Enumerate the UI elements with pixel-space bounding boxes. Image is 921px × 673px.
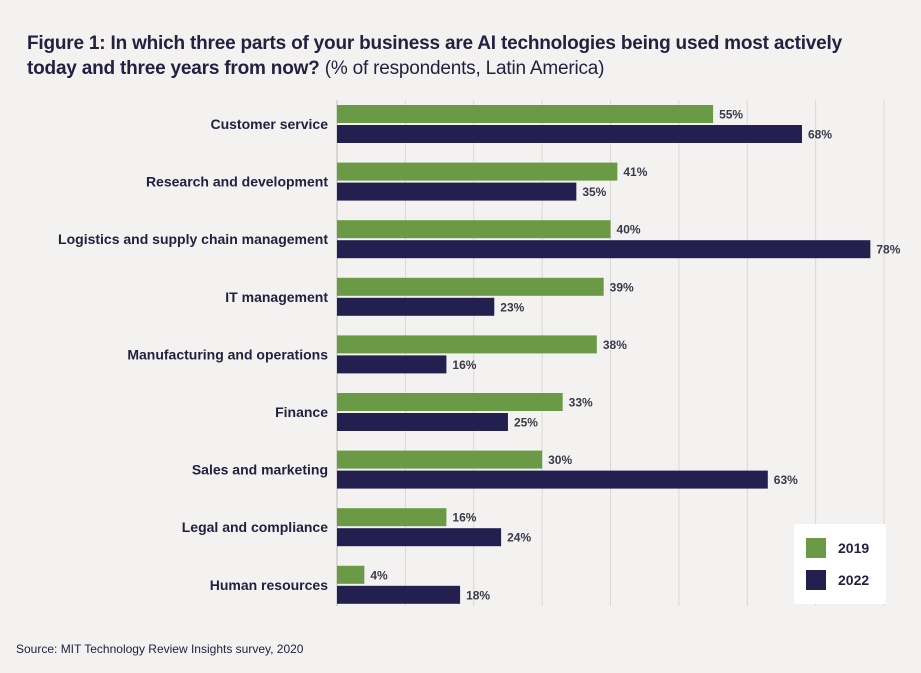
bar-2019-research-and-development — [337, 162, 618, 181]
chart-title-main: Figure 1: In which three parts of your b… — [27, 33, 842, 79]
data-label-2022-legal-and-compliance: 24% — [507, 531, 531, 545]
bar-2022-research-and-development — [337, 182, 577, 201]
bar-2022-customer-service — [337, 125, 802, 143]
data-label-2022-customer-service: 68% — [808, 128, 832, 142]
data-label-2022-human-resources: 18% — [466, 588, 490, 602]
category-label-finance: Finance — [275, 404, 328, 420]
legend-label-2022: 2022 — [838, 572, 870, 588]
legend-item-2022: 2022 — [806, 570, 869, 590]
category-label-it-management: IT management — [225, 289, 328, 305]
bar-2022-sales-and-marketing — [337, 470, 768, 489]
category-label-human-resources: Human resources — [210, 577, 328, 593]
source-note: Source: MIT Technology Review Insights s… — [16, 642, 304, 656]
bar-2022-human-resources — [337, 585, 461, 604]
legend-swatch-2022 — [806, 570, 826, 590]
data-label-2019-logistics-and-supply-chain-management: 40% — [617, 223, 641, 237]
category-label-sales-and-marketing: Sales and marketing — [192, 462, 328, 478]
data-label-2022-research-and-development: 35% — [582, 185, 606, 199]
chart-title: Figure 1: In which three parts of your b… — [27, 31, 887, 81]
bar-2022-it-management — [337, 297, 495, 316]
bar-2022-finance — [337, 413, 508, 431]
legend-label-2019: 2019 — [838, 540, 870, 556]
bar-2019-sales-and-marketing — [337, 450, 543, 469]
data-label-2019-customer-service: 55% — [719, 108, 743, 122]
data-label-2019-finance: 33% — [569, 396, 593, 410]
data-label-2019-legal-and-compliance: 16% — [452, 511, 476, 525]
bar-2019-human-resources — [337, 565, 365, 584]
bar-2019-finance — [337, 393, 563, 411]
legend-swatch-2019 — [806, 538, 826, 558]
data-label-2022-it-management: 23% — [500, 300, 524, 314]
data-label-2019-research-and-development: 41% — [623, 165, 647, 179]
bar-2019-legal-and-compliance — [337, 508, 447, 527]
data-label-2022-sales-and-marketing: 63% — [774, 473, 798, 487]
data-label-2019-manufacturing-and-operations: 38% — [603, 338, 627, 352]
category-label-research-and-development: Research and development — [146, 174, 328, 190]
legend-item-2019: 2019 — [806, 538, 869, 558]
data-label-2019-it-management: 39% — [610, 280, 634, 294]
bar-2019-customer-service — [337, 105, 714, 123]
data-label-2022-manufacturing-and-operations: 16% — [452, 358, 476, 372]
category-label-logistics-and-supply-chain-management: Logistics and supply chain management — [58, 231, 328, 247]
chart-legend: 2019 2022 — [794, 524, 886, 604]
data-label-2022-finance: 25% — [514, 416, 538, 430]
category-label-legal-and-compliance: Legal and compliance — [182, 519, 328, 535]
bar-2022-legal-and-compliance — [337, 528, 502, 547]
category-label-manufacturing-and-operations: Manufacturing and operations — [127, 346, 328, 362]
bar-2022-manufacturing-and-operations — [337, 355, 447, 374]
data-label-2019-sales-and-marketing: 30% — [548, 453, 572, 467]
data-label-2022-logistics-and-supply-chain-management: 78% — [876, 243, 900, 257]
bar-2019-manufacturing-and-operations — [337, 335, 597, 354]
category-label-customer-service: Customer service — [210, 116, 328, 132]
data-label-2019-human-resources: 4% — [370, 568, 388, 582]
bar-2022-logistics-and-supply-chain-management — [337, 240, 871, 259]
bar-2019-logistics-and-supply-chain-management — [337, 220, 611, 239]
bar-2019-it-management — [337, 277, 604, 296]
chart-title-subtitle: (% of respondents, Latin America) — [324, 58, 605, 79]
